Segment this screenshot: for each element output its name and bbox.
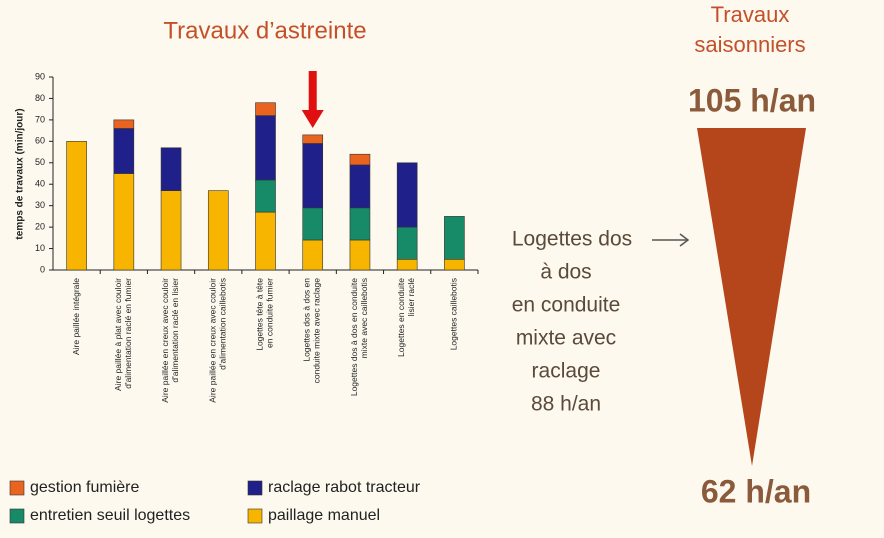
- seasonal-note: Logettes dos: [512, 228, 632, 251]
- bar-segment: [113, 128, 135, 174]
- bar-segment: [349, 164, 371, 209]
- legend-label: raclage rabot tracteur: [268, 479, 421, 496]
- bar-segment: [444, 258, 465, 271]
- x-tick-label: Aire paillée en creux avec couloird'alim…: [208, 278, 228, 403]
- x-tick-label: Aire paillée en creux avec couloird'alim…: [160, 278, 180, 403]
- y-tick-label: 0: [40, 264, 45, 274]
- bar-segment: [113, 119, 135, 129]
- seasonal-note: à dos: [540, 261, 591, 284]
- seasonal-title: Travaux: [711, 2, 790, 27]
- bar-segment: [349, 207, 371, 241]
- bar-segment: [255, 179, 276, 213]
- seasonal-bottom: 62 h/an: [701, 473, 811, 509]
- seasonal-title: saisonniers: [694, 32, 805, 57]
- bar-segment: [207, 190, 229, 271]
- x-tick-label: Aire paillée à plat avec couloird'alimen…: [113, 278, 133, 391]
- y-tick-label: 70: [35, 114, 45, 124]
- bar-segment: [302, 207, 324, 241]
- bar-segment: [349, 153, 371, 166]
- x-tick-label: Logettes caillebotis: [449, 278, 459, 350]
- legend-label: paillage manuel: [268, 507, 380, 524]
- bar-segment: [444, 216, 465, 260]
- legend-swatch: [247, 508, 263, 524]
- bar-segment: [302, 143, 324, 209]
- note-arrow-head: [679, 233, 690, 247]
- x-tick-label: Logettes en conduitelisier raclé: [396, 278, 416, 357]
- bar-segment: [255, 115, 276, 181]
- seasonal-note: raclage: [532, 360, 601, 383]
- y-axis-label: temps de travaux (min/jour): [15, 108, 26, 239]
- triangle: [697, 128, 806, 466]
- x-tick-label: Logettes tête à têteen conduite fumier: [255, 278, 275, 351]
- bar-segment: [255, 102, 276, 116]
- bar-segment: [396, 162, 418, 228]
- seasonal-note: en conduite: [512, 294, 621, 317]
- highlight-arrow-head: [301, 110, 324, 128]
- bar-segment: [113, 173, 135, 271]
- highlight-arrow-shaft: [308, 71, 317, 111]
- y-tick-label: 10: [35, 243, 45, 253]
- y-tick-label: 50: [35, 157, 45, 167]
- y-tick-label: 90: [35, 71, 45, 81]
- bar-segment: [160, 147, 182, 191]
- y-tick-label: 80: [35, 93, 45, 103]
- y-tick-label: 30: [35, 200, 45, 210]
- legend-swatch: [247, 480, 263, 496]
- legend-label: gestion fumière: [30, 479, 139, 496]
- bar-segment: [160, 190, 182, 271]
- x-tick-label: Logettes dos à dos en conduitemixte avec…: [349, 278, 369, 396]
- x-tick-label: Logettes dos à dos enconduite mixte avec…: [302, 278, 322, 384]
- y-tick-label: 40: [35, 179, 45, 189]
- bar-segment: [349, 239, 371, 271]
- legend-label: entretien seuil logettes: [30, 507, 190, 524]
- legend-swatch: [9, 480, 25, 496]
- y-tick-label: 60: [35, 136, 45, 146]
- y-tick-label: 20: [35, 221, 45, 231]
- seasonal-note: 88 h/an: [531, 393, 601, 416]
- bar-segment: [66, 141, 87, 271]
- x-tick-label: Aire paillée intégrale: [71, 278, 81, 355]
- bar-segment: [302, 134, 324, 144]
- bar-segment: [396, 226, 418, 260]
- bar-segment: [255, 211, 276, 271]
- chart-title: Travaux d’astreinte: [163, 17, 366, 44]
- legend-swatch: [9, 508, 25, 524]
- seasonal-top: 105 h/an: [688, 82, 816, 118]
- bar-segment: [396, 258, 418, 271]
- seasonal-note: mixte avec: [516, 327, 616, 350]
- bar-segment: [302, 239, 324, 271]
